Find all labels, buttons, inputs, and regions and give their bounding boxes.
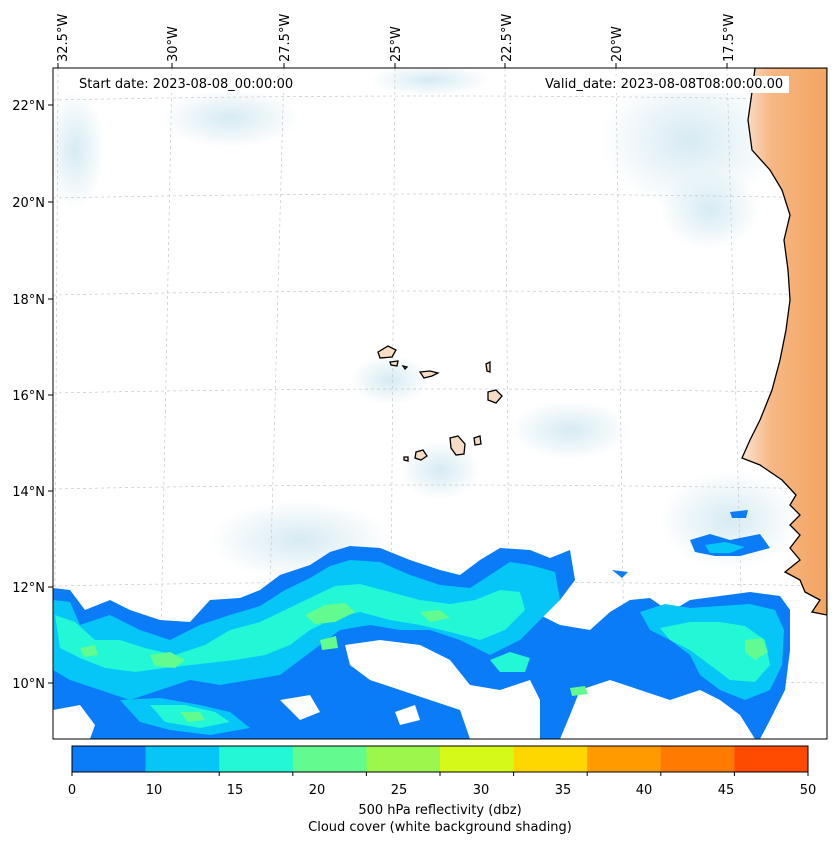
map-frame [52, 67, 828, 740]
colorbar-tick-label: 35 [555, 783, 572, 798]
valid-date-label: Valid_date: 2023-08-08T08:00:00.00 [539, 76, 790, 93]
colorbar-segment [292, 746, 367, 772]
colorbar-tick-label: 40 [636, 783, 653, 798]
colorbar-segment [660, 746, 735, 772]
lat-label: 14°N [12, 485, 45, 500]
colorbar-tick-label: 20 [309, 783, 326, 798]
lon-label: 20°W [610, 26, 625, 62]
colorbar-ticks: 0 10 15 20 25 30 35 40 45 50 [68, 783, 816, 798]
longitude-labels: 32.5°W 30°W 27.5°W 25°W 22.5°W 20°W 17.5… [56, 14, 737, 62]
lat-label: 12°N [12, 581, 45, 596]
lat-label: 10°N [12, 677, 45, 692]
colorbar-segment [734, 746, 809, 772]
cape-verde-islands [377, 345, 503, 462]
colorbar-tick-label: 25 [391, 783, 408, 798]
colorbar-segment [219, 746, 294, 772]
colorbar [71, 745, 809, 776]
lat-label: 22°N [12, 99, 45, 114]
axis-ticks [48, 63, 728, 684]
colorbar-tick-label: 15 [227, 783, 244, 798]
africa-land [741, 68, 827, 616]
colorbar-tick-label: 10 [146, 783, 163, 798]
lon-label: 30°W [166, 26, 181, 62]
lon-label: 17.5°W [722, 14, 737, 62]
lon-label: 22.5°W [500, 14, 515, 62]
start-date-label: Start date: 2023-08-08_00:00:00 [73, 76, 300, 93]
lat-label: 20°N [12, 196, 45, 211]
latitude-labels: 22°N 20°N 18°N 16°N 14°N 12°N 10°N [12, 99, 45, 692]
colorbar-tick-label: 50 [800, 783, 817, 798]
colorbar-segment [366, 746, 441, 772]
colorbar-segment [587, 746, 662, 772]
lon-label: 32.5°W [56, 14, 71, 62]
colorbar-title: 500 hPa reflectivity (dbz) [358, 803, 521, 818]
lat-label: 18°N [12, 293, 45, 308]
colorbar-segment [513, 746, 588, 772]
colorbar-tick-label: 30 [473, 783, 490, 798]
colorbar-tick-label: 0 [68, 783, 76, 798]
colorbar-segment [145, 746, 220, 772]
lat-label: 16°N [12, 389, 45, 404]
colorbar-tick-label: 45 [718, 783, 735, 798]
lon-label: 27.5°W [278, 14, 293, 62]
colorbar-subtitle: Cloud cover (white background shading) [308, 820, 572, 835]
reflectivity-band-15-20 [55, 584, 770, 728]
colorbar-segment [72, 746, 147, 772]
lon-label: 25°W [389, 26, 404, 62]
colorbar-segment [440, 746, 515, 772]
reflectivity-band-20-25 [80, 603, 768, 722]
